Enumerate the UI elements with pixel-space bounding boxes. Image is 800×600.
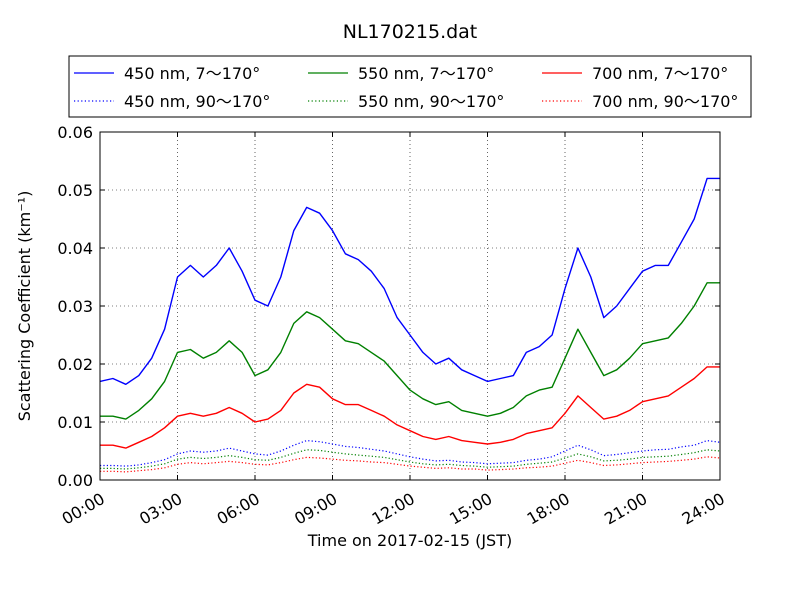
legend-label-2: 700 nm, 7～170° — [592, 64, 728, 83]
series-layer — [100, 178, 720, 472]
x-tick-label: 09:00 — [291, 489, 340, 529]
x-axis-label: Time on 2017-02-15 (JST) — [307, 531, 512, 550]
axis-ticks: 00:00 03:00 06:00 09:00 12:00 15:00 18:00 21:00… — [57, 123, 728, 529]
y-axis-label: Scattering Coefficient (km⁻¹) — [15, 191, 34, 422]
series-line-2 — [100, 367, 720, 448]
y-tick-label: 0.04 — [57, 239, 93, 258]
x-tick-label: 15:00 — [446, 489, 495, 529]
chart-title: NL170215.dat — [343, 21, 478, 43]
x-tick-label: 24:00 — [679, 489, 728, 529]
x-tick-label: 21:00 — [601, 489, 650, 529]
y-tick-label: 0.05 — [57, 181, 93, 200]
x-tick-label: 18:00 — [524, 489, 573, 529]
y-tick-label: 0.06 — [57, 123, 93, 142]
y-tick-label: 0.03 — [57, 297, 93, 316]
legend-label-1: 550 nm, 7～170° — [358, 64, 494, 83]
legend-label-0: 450 nm, 7～170° — [124, 64, 260, 83]
grid — [100, 132, 720, 480]
legend-label-4: 550 nm, 90～170° — [358, 92, 504, 111]
series-line-1 — [100, 283, 720, 419]
x-tick-label: 06:00 — [214, 489, 263, 529]
y-tick-label: 0.02 — [57, 355, 93, 374]
legend-label-5: 700 nm, 90～170° — [592, 92, 738, 111]
x-tick-label: 03:00 — [136, 489, 185, 529]
legend-label-3: 450 nm, 90～170° — [124, 92, 270, 111]
x-tick-label: 00:00 — [59, 489, 108, 529]
y-tick-label: 0.00 — [57, 471, 93, 490]
y-tick-label: 0.01 — [57, 413, 93, 432]
series-line-0 — [100, 178, 720, 384]
legend: 450 nm, 7～170° 550 nm, 7～170° 700 nm, 7～17… — [69, 56, 751, 117]
x-tick-label: 12:00 — [369, 489, 418, 529]
chart: NL170215.dat 00:00 03:00 06:00 09:00 12:00 15… — [0, 0, 800, 600]
